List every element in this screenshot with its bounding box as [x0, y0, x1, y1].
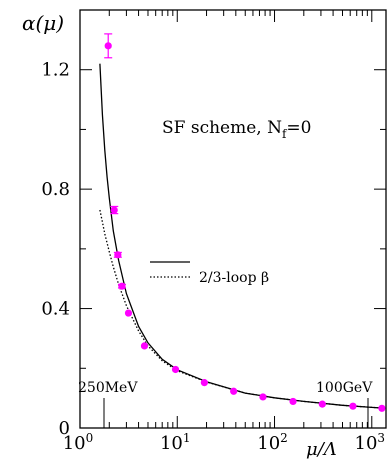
- data-point: [140, 342, 149, 350]
- y-axis-label: α(μ): [22, 11, 64, 35]
- data-point: [118, 282, 126, 290]
- marker-100gev-label: 100GeV: [316, 380, 373, 396]
- marker-250mev-label: 250MeV: [78, 380, 138, 396]
- x-axis-label: μ/Λ: [306, 439, 337, 460]
- energy-markers: 250MeV 100GeV: [78, 380, 373, 428]
- data-point: [110, 206, 118, 214]
- x-tick-label: 102: [257, 431, 288, 454]
- scheme-subscript: f: [282, 127, 288, 141]
- data-point: [104, 42, 112, 50]
- x-tick-label: 100: [63, 431, 94, 454]
- legend: 2/3-loop β: [150, 261, 269, 286]
- data-points: [104, 33, 386, 412]
- axis-ticks: [79, 9, 386, 429]
- y-tick-label: 0: [59, 418, 70, 439]
- data-point: [259, 393, 267, 401]
- data-point: [114, 251, 122, 259]
- tick-labels: 0 0.4 0.8 1.2 100 101 102 103: [41, 60, 385, 454]
- y-tick-label: 1.2: [41, 60, 70, 81]
- data-point: [289, 397, 297, 406]
- data-point: [200, 379, 208, 387]
- series-dotted-curve: [99, 209, 387, 409]
- series-solid-curve: [99, 63, 387, 409]
- scheme-text: SF scheme, N: [162, 118, 282, 138]
- y-tick-label: 0.4: [41, 299, 70, 320]
- curve-layer: [99, 63, 387, 409]
- data-point: [230, 387, 238, 395]
- data-point: [124, 309, 133, 317]
- scheme-rest: =0: [286, 118, 311, 138]
- data-point: [349, 402, 357, 410]
- data-point: [318, 400, 326, 408]
- data-point: [171, 365, 180, 374]
- y-tick-label: 0.8: [41, 179, 70, 200]
- x-tick-label: 103: [355, 431, 386, 454]
- data-point: [378, 404, 386, 412]
- scheme-annotation: SF scheme, Nf=0: [162, 118, 311, 141]
- x-tick-label: 101: [160, 431, 191, 454]
- legend-label: 2/3-loop β: [199, 270, 269, 286]
- plot-frame: [79, 9, 387, 429]
